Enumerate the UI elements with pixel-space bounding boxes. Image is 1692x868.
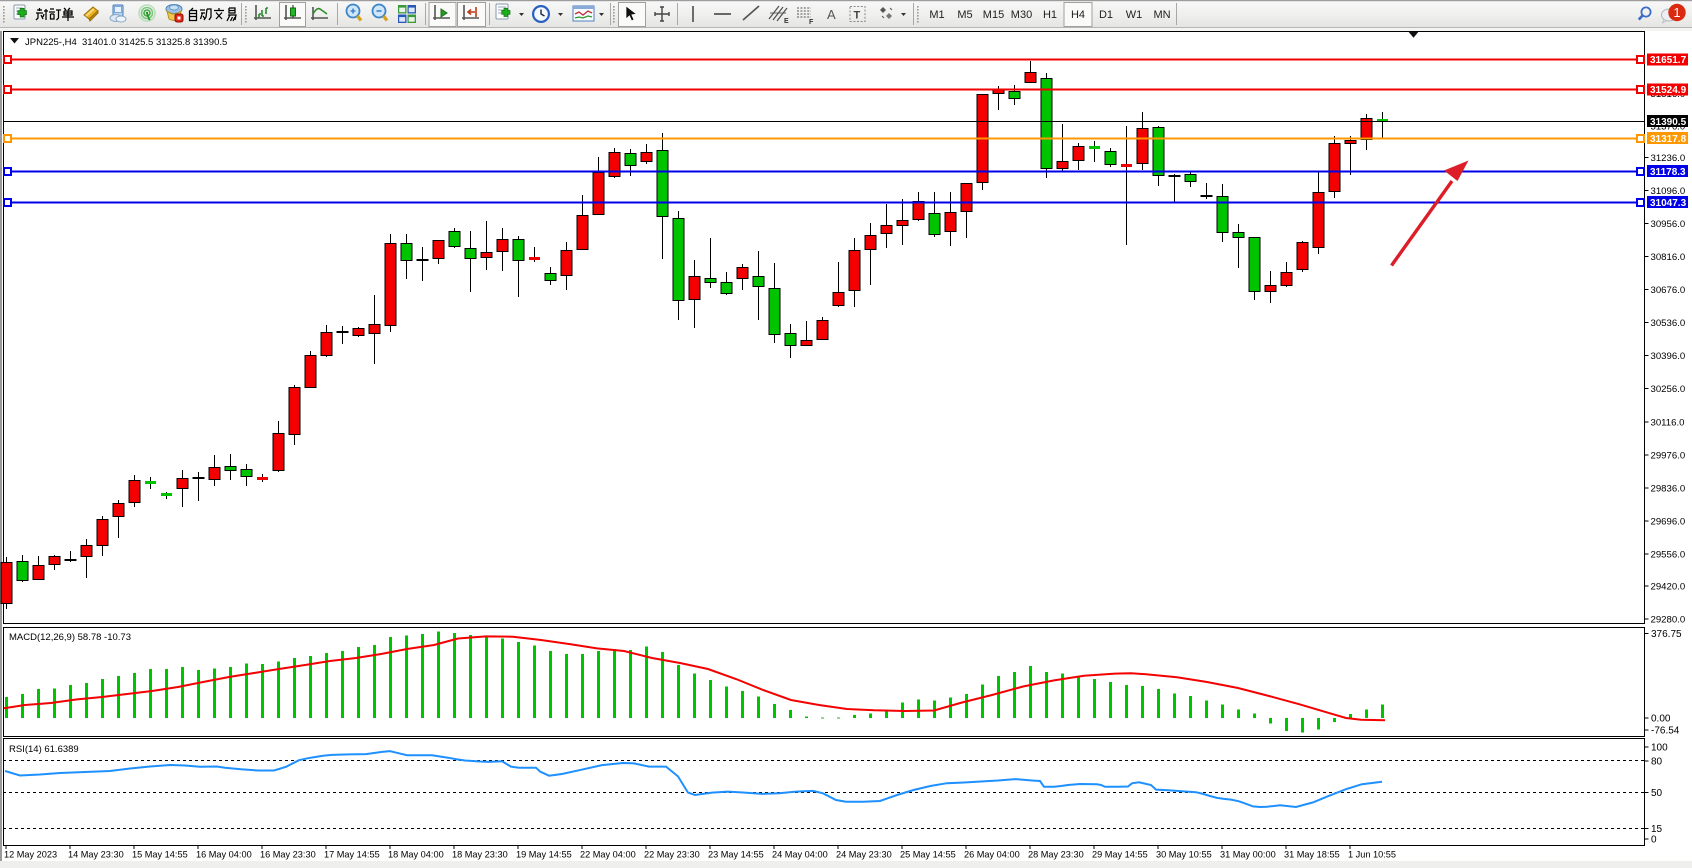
svg-text:29836.0: 29836.0 bbox=[1651, 483, 1686, 494]
svg-text:30536.0: 30536.0 bbox=[1651, 318, 1686, 329]
svg-text:M30: M30 bbox=[1011, 9, 1032, 21]
svg-text:29 May 14:55: 29 May 14:55 bbox=[1092, 850, 1148, 860]
svg-text:31 May 00:00: 31 May 00:00 bbox=[1220, 850, 1276, 860]
svg-text:0: 0 bbox=[1651, 834, 1657, 845]
svg-text:31524.9: 31524.9 bbox=[1650, 85, 1687, 96]
svg-text:14 May 23:30: 14 May 23:30 bbox=[68, 850, 124, 860]
svg-text:M1: M1 bbox=[929, 9, 944, 21]
svg-text:29696.0: 29696.0 bbox=[1651, 516, 1686, 527]
svg-text:31178.3: 31178.3 bbox=[1650, 167, 1686, 178]
svg-text:18 May 23:30: 18 May 23:30 bbox=[452, 850, 508, 860]
svg-text:M15: M15 bbox=[983, 9, 1004, 21]
svg-text:31 May 18:55: 31 May 18:55 bbox=[1284, 850, 1340, 860]
svg-text:19 May 14:55: 19 May 14:55 bbox=[516, 850, 572, 860]
svg-text:31651.7: 31651.7 bbox=[1650, 55, 1687, 66]
svg-text:25 May 14:55: 25 May 14:55 bbox=[900, 850, 956, 860]
svg-text:15: 15 bbox=[1651, 824, 1663, 835]
svg-text:50: 50 bbox=[1651, 788, 1663, 799]
svg-text:31317.8: 31317.8 bbox=[1650, 134, 1687, 145]
svg-text:T: T bbox=[854, 10, 861, 22]
svg-text:31376.0: 31376.0 bbox=[1651, 122, 1686, 133]
svg-text:1: 1 bbox=[1673, 5, 1680, 20]
svg-text:24 May 23:30: 24 May 23:30 bbox=[836, 850, 892, 860]
svg-text:H4: H4 bbox=[1071, 9, 1085, 21]
svg-text:31096.0: 31096.0 bbox=[1651, 186, 1686, 197]
svg-text:A: A bbox=[827, 7, 836, 22]
svg-text:-76.54: -76.54 bbox=[1651, 726, 1680, 737]
svg-text:30676.0: 30676.0 bbox=[1651, 285, 1686, 296]
svg-text:29280.0: 29280.0 bbox=[1651, 615, 1686, 626]
svg-text:17 May 14:55: 17 May 14:55 bbox=[324, 850, 380, 860]
svg-text:1 Jun 10:55: 1 Jun 10:55 bbox=[1348, 850, 1396, 860]
svg-text:31236.0: 31236.0 bbox=[1651, 153, 1686, 164]
svg-text:W1: W1 bbox=[1126, 9, 1143, 21]
svg-text:28 May 23:30: 28 May 23:30 bbox=[1028, 850, 1084, 860]
svg-text:F: F bbox=[809, 19, 814, 26]
svg-text:22 May 04:00: 22 May 04:00 bbox=[580, 850, 636, 860]
svg-text:RSI(14) 61.6389: RSI(14) 61.6389 bbox=[9, 744, 79, 755]
svg-text:E: E bbox=[784, 18, 789, 25]
svg-text:24 May 04:00: 24 May 04:00 bbox=[772, 850, 828, 860]
svg-text:29556.0: 29556.0 bbox=[1651, 549, 1686, 560]
svg-text:18 May 04:00: 18 May 04:00 bbox=[388, 850, 444, 860]
svg-text:29420.0: 29420.0 bbox=[1651, 582, 1686, 593]
svg-text:12 May 2023: 12 May 2023 bbox=[4, 850, 57, 860]
svg-text:23 May 14:55: 23 May 14:55 bbox=[708, 850, 764, 860]
svg-text:30396.0: 30396.0 bbox=[1651, 351, 1686, 362]
svg-text:30956.0: 30956.0 bbox=[1651, 219, 1686, 230]
svg-text:31390.5: 31390.5 bbox=[1650, 117, 1687, 128]
svg-text:30116.0: 30116.0 bbox=[1651, 417, 1685, 428]
svg-text:JPN225-,H4 31401.0 31425.5 31: JPN225-,H4 31401.0 31425.5 31325.8 31390… bbox=[25, 37, 227, 48]
svg-text:16 May 23:30: 16 May 23:30 bbox=[260, 850, 316, 860]
svg-text:MN: MN bbox=[1153, 9, 1170, 21]
svg-text:376.75: 376.75 bbox=[1651, 629, 1682, 640]
svg-text:D1: D1 bbox=[1099, 9, 1113, 21]
svg-text:100: 100 bbox=[1651, 743, 1668, 754]
svg-text:30 May 10:55: 30 May 10:55 bbox=[1156, 850, 1212, 860]
svg-text:29976.0: 29976.0 bbox=[1651, 450, 1686, 461]
svg-text:22 May 23:30: 22 May 23:30 bbox=[644, 850, 700, 860]
svg-text:15 May 14:55: 15 May 14:55 bbox=[132, 850, 188, 860]
svg-text:26 May 04:00: 26 May 04:00 bbox=[964, 850, 1020, 860]
svg-text:30816.0: 30816.0 bbox=[1651, 252, 1686, 263]
svg-text:MACD(12,26,9) 58.78 -10.73: MACD(12,26,9) 58.78 -10.73 bbox=[9, 632, 131, 643]
svg-text:16 May 04:00: 16 May 04:00 bbox=[196, 850, 252, 860]
svg-text:H1: H1 bbox=[1043, 9, 1057, 21]
svg-text:30256.0: 30256.0 bbox=[1651, 384, 1686, 395]
svg-text:31047.3: 31047.3 bbox=[1650, 198, 1687, 209]
svg-text:0.00: 0.00 bbox=[1651, 713, 1671, 724]
svg-text:M5: M5 bbox=[957, 9, 972, 21]
svg-text:80: 80 bbox=[1651, 756, 1663, 767]
